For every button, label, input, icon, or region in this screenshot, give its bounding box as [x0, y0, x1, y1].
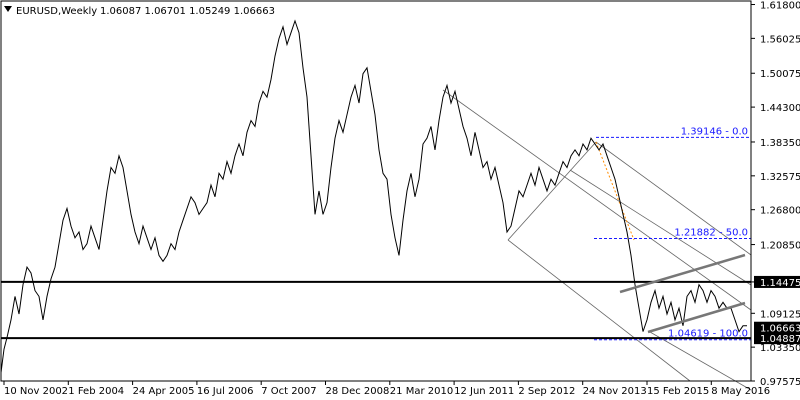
channel-upper-line[interactable] — [619, 253, 746, 294]
price-marker-label: 1.14475 — [760, 278, 800, 289]
y-tick-label: 0.97575 — [760, 377, 800, 388]
price-marker-label: 1.04887 — [760, 334, 800, 345]
x-axis-labels: 10 Nov 2002 1 Feb 2004 24 Apr 2005 16 Jul 2… — [4, 386, 770, 397]
ohlc-values: 1.06087 1.06701 1.05249 1.06663 — [100, 6, 275, 17]
x-tick-label: 1 Feb 2004 — [68, 386, 124, 397]
fib-level-label: 1.39146 - 0.0 — [681, 126, 748, 137]
consolidation-channel — [619, 253, 746, 334]
y-tick-label: 1.03350 — [760, 343, 800, 354]
trend-channel-line — [507, 141, 597, 241]
x-tick-label: 16 Jul 2006 — [197, 386, 254, 397]
fibonacci-levels: 1.39146 - 0.0 1.21882 - 50.0 1.04619 - 100… — [594, 126, 751, 341]
trend-channel-line — [442, 89, 752, 311]
trend-channel-line — [569, 169, 752, 286]
x-tick-label: 8 May 2016 — [711, 386, 770, 397]
y-tick-label: 1.32575 — [760, 172, 800, 183]
trend-channels — [442, 89, 752, 391]
price-marker-box — [754, 332, 800, 345]
horizontal-levels — [1, 280, 751, 340]
trend-channel-line — [507, 239, 691, 382]
y-tick-label: 1.38350 — [760, 138, 800, 149]
fib-level-label: 1.04619 - 100.0 — [668, 329, 748, 340]
fib-trend-line — [595, 141, 635, 241]
y-tick-label: 1.50075 — [760, 69, 800, 80]
axis-ticks — [3, 4, 755, 385]
y-tick-label: 1.09125 — [760, 309, 800, 320]
x-tick-label: 12 Jun 2011 — [454, 386, 514, 397]
x-tick-label: 21 Mar 2010 — [390, 386, 453, 397]
y-tick-label: 1.61800 — [760, 1, 800, 12]
y-tick-label: 1.26800 — [760, 206, 800, 217]
y-tick-label: 1.20850 — [760, 241, 800, 252]
x-tick-label: 24 Nov 2013 — [583, 386, 647, 397]
x-tick-label: 24 Apr 2005 — [133, 386, 195, 397]
fib-level-label: 1.21882 - 50.0 — [674, 228, 748, 239]
x-tick-label: 15 Feb 2015 — [647, 386, 709, 397]
y-tick-label: 1.56025 — [760, 34, 800, 45]
channel-lower-line[interactable] — [647, 301, 746, 334]
symbol-label: EURUSD,Weekly — [16, 6, 97, 17]
x-tick-label: 7 Oct 2007 — [261, 386, 316, 397]
price-series-line — [0, 19, 747, 373]
y-tick-label: 1.44300 — [760, 103, 800, 114]
price-marker-box — [754, 275, 800, 288]
trend-channel-line — [649, 331, 752, 391]
plot-frame — [0, 0, 752, 382]
symbol-dropdown-icon[interactable] — [4, 6, 12, 12]
price-marker-label: 1.06663 — [760, 324, 800, 335]
chart-header: EURUSD,Weekly 1.06087 1.06701 1.05249 1.… — [4, 6, 275, 17]
trend-channel-line — [595, 141, 752, 256]
x-tick-label: 10 Nov 2002 — [4, 386, 68, 397]
price-marker-box — [754, 321, 800, 334]
x-tick-label: 28 Dec 2008 — [326, 386, 390, 397]
x-tick-label: 2 Sep 2012 — [518, 386, 575, 397]
